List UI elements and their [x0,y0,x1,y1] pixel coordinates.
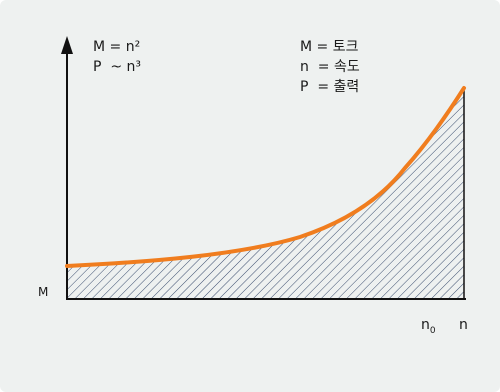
hatched-area [67,88,464,298]
formula-torque: M = n² [93,39,141,55]
y-origin-label: M [38,285,49,299]
n0-label-main: n [421,317,430,333]
formula-power: P ~ n³ [93,59,142,75]
arrow-up-icon [61,36,73,54]
torque-curve [65,86,466,268]
legend-power: P = 출력 [300,79,360,95]
n0-label: n0 [421,316,436,340]
n0-label-subscript: 0 [429,325,436,336]
legend-torque: M = 토크 [300,39,359,55]
legend-speed: n = 속도 [300,59,360,75]
x-axis-label: n [459,317,468,333]
